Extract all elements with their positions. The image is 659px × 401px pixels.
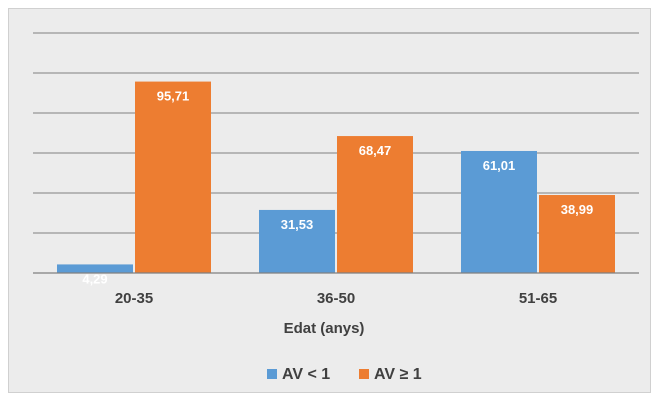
x-axis-title: Edat (anys) (284, 320, 365, 337)
bar-av-lt-1-36-50 (259, 209, 335, 273)
legend: AV < 1 AV ≥ 1 (267, 366, 422, 383)
data-label: 4,29 (82, 271, 107, 286)
data-label: 38,99 (561, 202, 594, 217)
legend-swatch (267, 369, 277, 379)
bar-av-lt-1-51-65 (461, 150, 537, 273)
chart-svg: 4,29 95,71 31,53 68,47 61,01 38,99 20-35 36-50… (33, 32, 639, 383)
legend-swatch (359, 369, 369, 379)
x-tick-label: 36-50 (317, 290, 355, 307)
data-label: 61,01 (483, 158, 516, 173)
data-label: 95,71 (157, 89, 190, 104)
legend-label: AV ≥ 1 (374, 366, 422, 383)
chart-frame: 4,29 95,71 31,53 68,47 61,01 38,99 20-35 36-50… (8, 8, 651, 393)
data-label: 68,47 (359, 143, 392, 158)
data-labels: 4,29 95,71 31,53 68,47 61,01 38,99 (82, 89, 593, 287)
x-axis: 20-35 36-50 51-65 (33, 272, 639, 307)
bar-av-ge-1-36-50 (337, 136, 413, 273)
gridlines (33, 32, 639, 234)
bars (57, 81, 615, 273)
bar-av-ge-1-20-35 (135, 81, 211, 273)
x-tick-label: 51-65 (519, 290, 557, 307)
bar-av-ge-1-51-65 (539, 195, 615, 273)
x-tick-label: 20-35 (115, 290, 153, 307)
legend-label: AV < 1 (282, 366, 330, 383)
bar-av-lt-1-20-35 (57, 264, 133, 273)
data-label: 31,53 (281, 217, 314, 232)
